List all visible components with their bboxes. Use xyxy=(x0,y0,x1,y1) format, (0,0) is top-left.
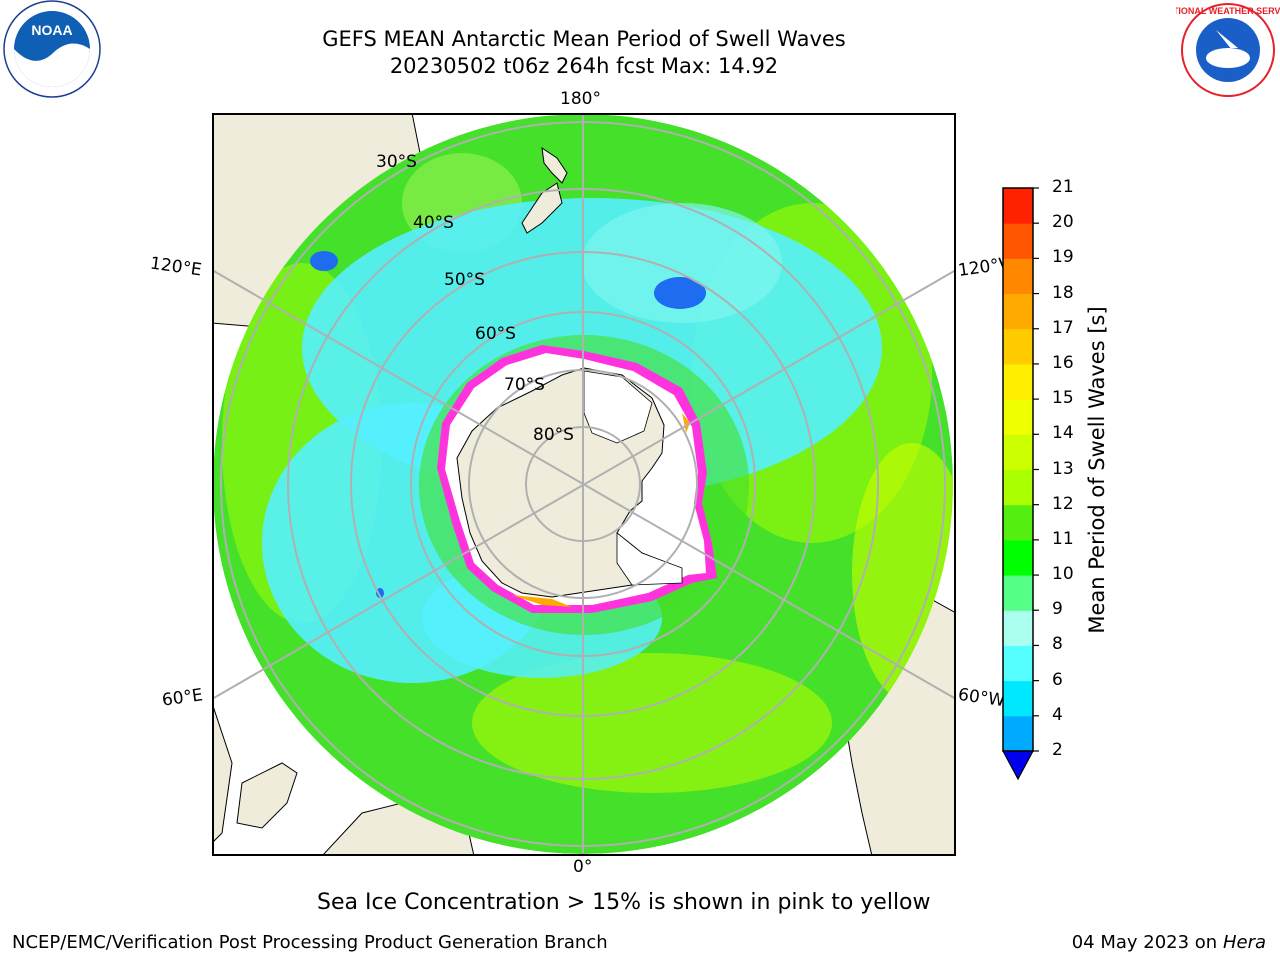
colorbar-tick-label: 20 xyxy=(1052,212,1074,233)
colorbar-tick-label: 14 xyxy=(1052,423,1074,444)
lat-label-50s: 50°S xyxy=(444,270,485,290)
colorbar-tick-label: 6 xyxy=(1052,669,1063,690)
footer-date: 04 May 2023 on Hera xyxy=(1072,932,1266,953)
colorbar-segment xyxy=(1003,539,1033,576)
lat-label-40s: 40°S xyxy=(413,213,454,233)
colorbar-segment xyxy=(1003,328,1033,365)
chart-subtitle: 20230502 t06z 264h fcst Max: 14.92 xyxy=(389,54,779,78)
colorbar-tick-label: 18 xyxy=(1052,282,1074,303)
chart-title: GEFS MEAN Antarctic Mean Period of Swell… xyxy=(322,27,846,51)
colorbar-tick-label: 2 xyxy=(1052,740,1063,760)
colorbar-segment xyxy=(1003,575,1033,611)
colorbar-tick-label: 9 xyxy=(1052,599,1063,620)
lat-label-70s: 70°S xyxy=(504,375,545,395)
colorbar-segment xyxy=(1003,680,1033,717)
colorbar-label: Mean Period of Swell Waves [s] xyxy=(1085,306,1109,634)
colorbar-tick-label: 10 xyxy=(1052,564,1074,585)
nws-logo: NATIONAL WEATHER SERVICE xyxy=(1176,0,1280,100)
colorbar-segment xyxy=(1003,293,1033,330)
colorbar-segment xyxy=(1003,469,1033,506)
colorbar-tick-label: 15 xyxy=(1052,388,1074,409)
colorbar-segment xyxy=(1003,715,1033,752)
colorbar-segment xyxy=(1003,223,1033,259)
colorbar-segment xyxy=(1003,434,1033,470)
colorbar-tick-label: 16 xyxy=(1052,352,1074,373)
lon-label-0: 0° xyxy=(573,857,593,877)
svg-text:NOAA: NOAA xyxy=(31,22,72,38)
colorbar-segment xyxy=(1003,504,1033,541)
land-madagascar xyxy=(236,762,298,829)
colorbar xyxy=(1000,186,1040,786)
colorbar-tick-label: 19 xyxy=(1052,247,1074,268)
colorbar-segment xyxy=(1003,645,1033,682)
lat-label-80s: 80°S xyxy=(533,425,574,445)
colorbar-segment xyxy=(1003,399,1033,435)
colorbar-segment xyxy=(1003,258,1033,295)
colorbar-tick-label: 8 xyxy=(1052,634,1063,655)
svg-text:NATIONAL WEATHER SERVICE: NATIONAL WEATHER SERVICE xyxy=(1176,6,1280,16)
colorbar-under-triangle xyxy=(1001,750,1035,781)
lat-label-60s: 60°S xyxy=(475,324,516,344)
lat-label-30s: 30°S xyxy=(376,152,417,172)
colorbar-tick-label: 11 xyxy=(1052,528,1074,549)
footer-host: Hera xyxy=(1222,932,1266,953)
footer-credit: NCEP/EMC/Verification Post Processing Pr… xyxy=(12,932,608,953)
colorbar-tick-label: 17 xyxy=(1052,317,1074,338)
noaa-logo: NOAA xyxy=(0,0,104,100)
colorbar-tick-label: 13 xyxy=(1052,458,1074,479)
lon-label-60w: 60°W xyxy=(956,684,1007,712)
colorbar-segment xyxy=(1003,363,1033,400)
colorbar-tick-label: 12 xyxy=(1052,493,1074,514)
colorbar-tick-label: 21 xyxy=(1052,177,1074,197)
lon-label-60e: 60°E xyxy=(160,685,205,711)
footer-date-text: 04 May 2023 on xyxy=(1071,932,1218,953)
colorbar-segment xyxy=(1003,188,1033,224)
colorbar-tick-label: 4 xyxy=(1052,704,1063,725)
sea-ice-note: Sea Ice Concentration > 15% is shown in … xyxy=(317,890,931,915)
colorbar-segment xyxy=(1003,610,1033,646)
lon-label-120e: 120°E xyxy=(148,253,203,281)
polar-map xyxy=(212,113,956,856)
lon-label-180: 180° xyxy=(560,89,601,109)
land-new-zealand xyxy=(521,146,568,234)
